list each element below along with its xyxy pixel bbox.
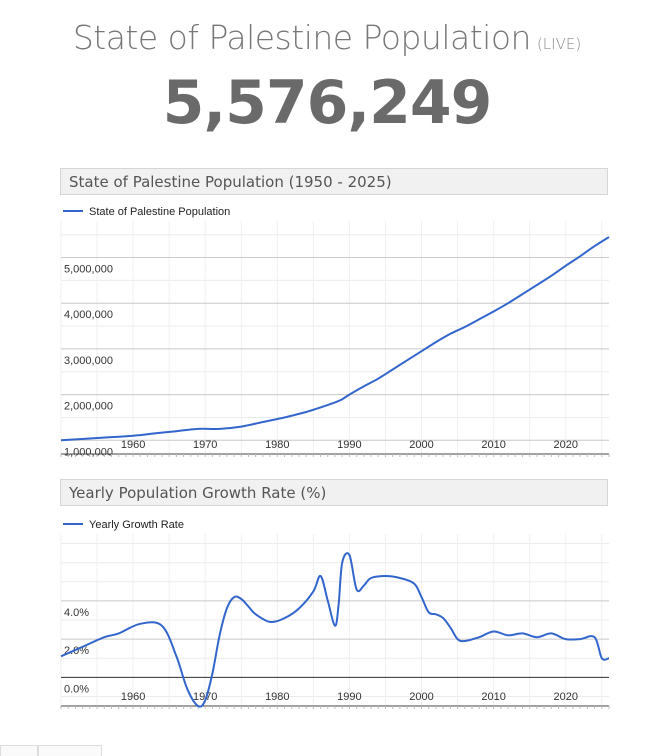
y-tick-label: 1,000,000 [64,446,113,457]
x-tick-label: 2000 [409,691,433,703]
x-tick-label: 1980 [265,691,289,703]
x-tick-label: 1960 [121,691,145,703]
legend-label: State of Palestine Population [89,206,230,218]
y-tick-label: 3,000,000 [64,355,113,367]
x-tick-label: 1970 [193,691,217,703]
series-line [60,552,610,708]
legend-label: Yearly Growth Rate [89,519,184,531]
x-tick-label: 1980 [265,439,289,451]
y-tick-label: 2.0% [64,645,89,657]
x-tick-label: 1970 [193,439,217,451]
y-tick-label: 5,000,000 [64,264,113,276]
x-tick-label: 2000 [409,439,433,451]
x-tick-label: 2020 [553,691,577,703]
x-tick-label: 1990 [337,439,361,451]
footer-tab-left [0,745,38,756]
x-tick-label: 2020 [553,439,577,451]
population-chart-header: State of Palestine Population (1950 - 20… [60,168,608,195]
page-title-text: State of Palestine Population [72,18,532,57]
y-tick-label: 2,000,000 [64,401,113,413]
footer-tab-right [38,745,102,756]
x-tick-label: 2010 [481,691,505,703]
population-chart: 1,000,000 2,000,000 3,000,000 4,000,000 5,00… [60,206,610,457]
growth-rate-chart: 0.0% 2.0% 4.0% 1960 1970 1980 1990 2000 2010 2020… [60,519,610,709]
y-tick-label: 4.0% [64,607,89,619]
x-tick-label: 2010 [481,439,505,451]
x-tick-label: 1960 [121,439,145,451]
live-population-counter: 5,576,249 [162,68,493,138]
page-title: State of Palestine Population (LIVE) [0,18,654,57]
live-label: (LIVE) [536,35,582,53]
y-tick-label: 4,000,000 [64,309,113,321]
series-line [60,236,610,442]
growth-chart-header: Yearly Population Growth Rate (%) [60,479,608,506]
y-tick-label: 0.0% [64,683,89,695]
x-tick-label: 1990 [337,691,361,703]
